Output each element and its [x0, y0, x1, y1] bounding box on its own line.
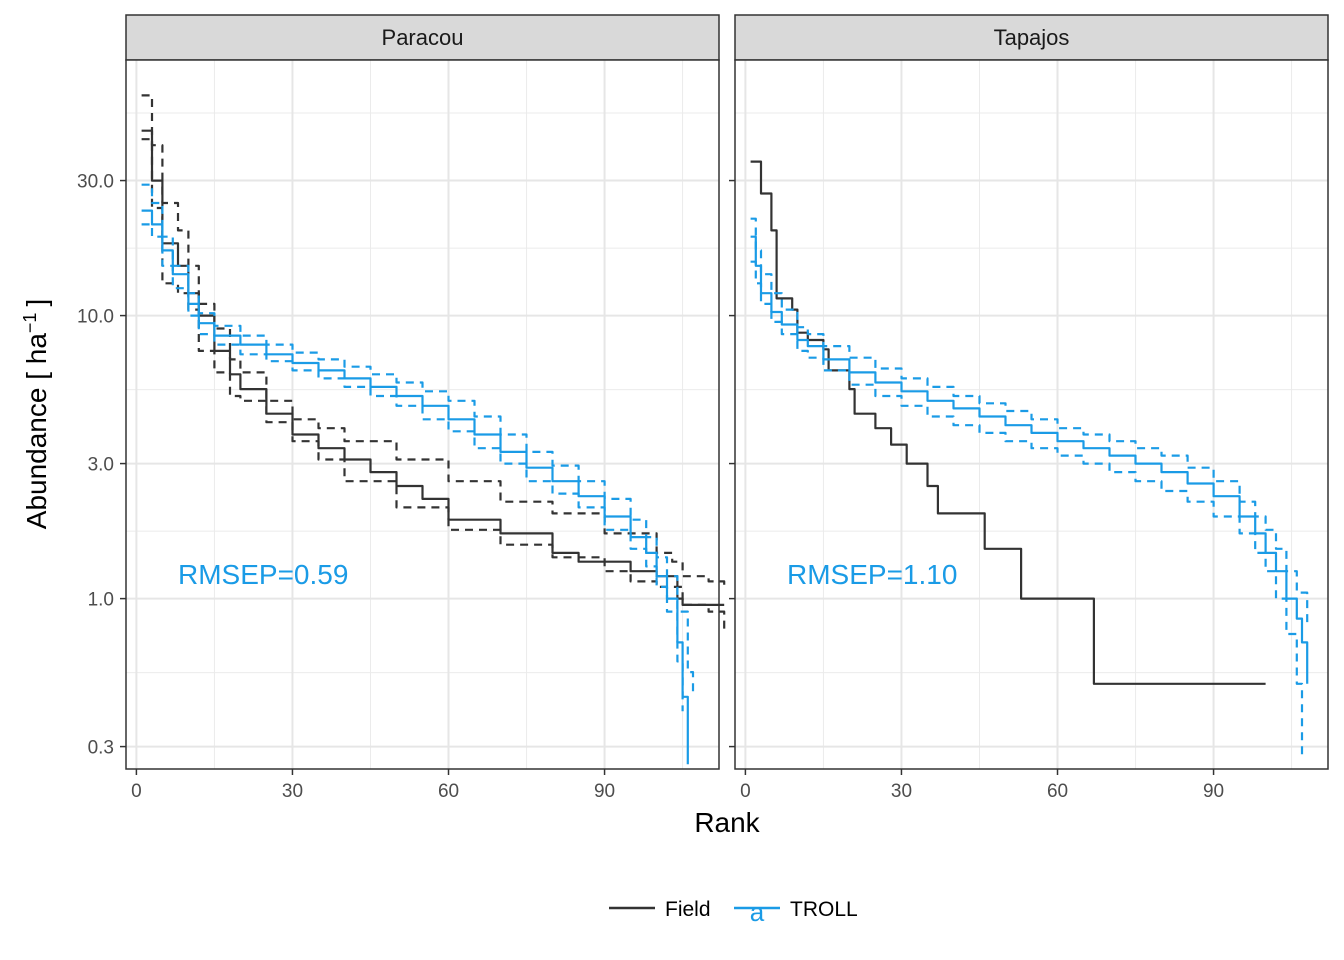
x-axis-title: Rank [694, 807, 760, 838]
series-line-field-dashed [141, 94, 726, 587]
y-tick-label: 30.0 [77, 172, 114, 193]
plot-panel-border [734, 59, 1329, 770]
facet-strip-label: Tapajos [994, 25, 1070, 50]
x-tick-label: 60 [1047, 781, 1068, 802]
y-axis-title-main: Abundance [ ha [21, 333, 52, 530]
legend: Field a TROLL [609, 897, 858, 927]
facet-strip [125, 14, 720, 61]
legend-label-troll: TROLL [790, 898, 858, 921]
plot-panel-border [125, 59, 720, 770]
y-tick-label: 3.0 [88, 455, 114, 476]
y-tick-label: 10.0 [77, 307, 114, 328]
facet-strip [734, 14, 1329, 61]
x-axis: 0 30 60 90 [131, 769, 615, 802]
y-axis [729, 179, 735, 748]
x-tick-label: 90 [594, 781, 615, 802]
series-line-troll-solid [750, 235, 1309, 684]
x-tick-label: 30 [282, 781, 303, 802]
plot-panel-background [126, 60, 719, 769]
series-line-troll-dashed [750, 217, 1309, 626]
y-axis-title: Abundance [ ha−1] [20, 299, 52, 529]
series-line-troll-dashed [141, 183, 695, 697]
series-lines [141, 94, 726, 765]
rmsep-annotation: RMSEP=0.59 [178, 559, 348, 590]
legend-item-troll: a TROLL [734, 897, 858, 927]
x-tick-label: 60 [438, 781, 459, 802]
facet-panel-tapajos: Tapajos RMSEP=1.10 0 30 60 90 [729, 14, 1329, 802]
legend-key-troll-glyph: a [750, 897, 765, 927]
minor-gridlines [735, 60, 1328, 769]
y-axis: 0.3 1.0 3.0 10.0 30.0 [77, 172, 126, 759]
series-line-field-solid [750, 160, 1266, 685]
y-tick-label: 0.3 [88, 738, 114, 759]
legend-label-field: Field [665, 898, 711, 921]
legend-item-field: Field [609, 898, 711, 921]
facet-strip-label: Paracou [382, 25, 464, 50]
facet-panel-paracou: Paracou RMSEP=0.59 0 30 60 90 0.3 1.0 3.0 10.0… [77, 14, 726, 802]
y-tick-label: 1.0 [88, 590, 114, 611]
x-tick-label: 90 [1203, 781, 1224, 802]
major-gridlines [735, 60, 1328, 769]
x-tick-label: 30 [891, 781, 912, 802]
x-tick-label: 0 [740, 781, 751, 802]
series-line-troll-dashed [750, 260, 1304, 760]
x-axis: 0 30 60 90 [740, 769, 1224, 802]
series-lines [750, 160, 1309, 760]
y-axis-title-close: ] [21, 299, 52, 307]
minor-gridlines [126, 60, 719, 769]
x-tick-label: 0 [131, 781, 142, 802]
series-line-troll-dashed [141, 223, 684, 712]
rmsep-annotation: RMSEP=1.10 [787, 559, 957, 590]
y-axis-title-superscript: −1 [20, 313, 40, 334]
